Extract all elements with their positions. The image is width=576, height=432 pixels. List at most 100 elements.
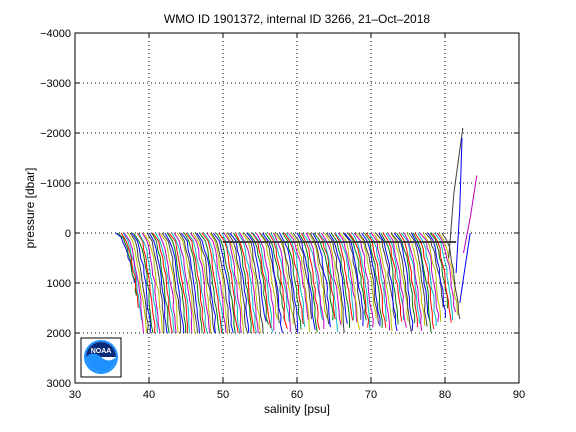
profile-line — [223, 232, 242, 334]
y-tick-label: −1000 — [40, 178, 71, 190]
profile-line — [168, 232, 188, 334]
profile-line — [221, 232, 241, 334]
profile-line — [206, 232, 227, 334]
profile-line — [237, 232, 257, 334]
profile-line — [273, 232, 294, 325]
profile-line — [276, 232, 298, 333]
profile-line — [187, 232, 208, 334]
profile-line — [298, 232, 318, 333]
y-tick-label: −3000 — [40, 78, 71, 90]
profile-line — [209, 232, 229, 334]
profile-line — [317, 232, 336, 320]
profile-line — [292, 232, 313, 320]
svg-text:NOAA: NOAA — [91, 348, 112, 355]
profile-line — [372, 232, 393, 332]
profile-line — [305, 232, 325, 329]
profile-line — [270, 232, 290, 322]
profile-line — [324, 232, 343, 324]
profile-line — [351, 232, 371, 331]
profile-line — [152, 232, 173, 334]
profile-line — [252, 232, 274, 333]
profile-line — [199, 232, 220, 334]
profile-line — [194, 232, 215, 334]
profile-line — [180, 232, 200, 334]
profile-line — [166, 232, 187, 333]
profile-line — [218, 232, 239, 334]
profile-line — [424, 232, 444, 308]
profile-line — [255, 232, 275, 331]
profile-line — [171, 232, 190, 334]
profile-line — [347, 232, 367, 321]
profile-line — [438, 232, 459, 316]
offset-profile-line — [448, 127, 464, 259]
chart-title: WMO ID 1901372, internal ID 3266, 21–Oct… — [164, 12, 430, 26]
profile-line — [396, 232, 416, 323]
profile-line — [185, 232, 206, 334]
profile-line — [318, 232, 339, 332]
profile-line — [138, 232, 158, 333]
profile-line — [296, 232, 316, 330]
profile-line — [432, 232, 452, 323]
profile-line — [390, 232, 412, 332]
plot-frame — [74, 32, 520, 384]
profile-line — [258, 232, 279, 320]
profile-line — [155, 232, 175, 334]
profile-line — [427, 232, 446, 318]
profile-line — [120, 232, 139, 309]
profile-line — [183, 232, 203, 334]
x-tick-label: 70 — [365, 389, 377, 401]
profile-line — [151, 232, 170, 334]
y-tick-label: 3000 — [47, 378, 71, 390]
profile-lines — [115, 127, 478, 334]
offset-profile-line — [455, 137, 463, 274]
profile-line — [398, 232, 418, 328]
profile-line — [348, 232, 370, 328]
profile-line — [279, 232, 299, 333]
profile-line — [216, 232, 236, 334]
profile-line — [232, 232, 252, 334]
profile-line — [408, 232, 428, 327]
y-tick-label: −4000 — [40, 28, 71, 40]
profile-line — [264, 232, 285, 320]
x-tick-label: 40 — [143, 389, 155, 401]
profile-line — [212, 232, 234, 334]
x-tick-label: 50 — [217, 389, 229, 401]
profile-line — [173, 232, 193, 334]
profile-line — [143, 232, 163, 334]
profile-line — [400, 232, 420, 324]
profile-line — [334, 232, 355, 321]
profile-line — [192, 232, 212, 334]
profile-line — [131, 232, 152, 334]
profile-line — [365, 232, 387, 328]
profile-line — [358, 232, 379, 324]
profile-line — [353, 232, 374, 328]
offset-profile-line — [459, 232, 471, 304]
profile-line — [301, 232, 320, 330]
profile-line — [321, 232, 342, 326]
x-tick-label: 30 — [69, 389, 81, 401]
profile-line — [122, 232, 142, 321]
profile-line — [241, 232, 262, 334]
y-tick-label: −2000 — [40, 128, 71, 140]
y-axis-label: pressure [dbar] — [23, 168, 37, 249]
profile-line — [434, 232, 453, 321]
profile-line — [148, 232, 168, 334]
profile-line — [179, 232, 198, 334]
profile-line — [342, 232, 362, 320]
profile-line — [159, 232, 179, 334]
profile-line — [196, 232, 217, 334]
profile-line — [325, 232, 345, 333]
offset-profile-line — [463, 175, 478, 254]
x-tick-label: 90 — [513, 389, 525, 401]
profile-line — [288, 232, 309, 320]
profile-line — [227, 232, 248, 334]
profile-line — [330, 232, 350, 328]
profile-line — [239, 232, 259, 334]
profile-line — [312, 232, 331, 328]
profile-line — [414, 232, 435, 330]
profile-line — [273, 232, 291, 332]
profile-line — [164, 232, 185, 334]
profile-line — [246, 232, 267, 322]
profile-line — [283, 232, 304, 325]
